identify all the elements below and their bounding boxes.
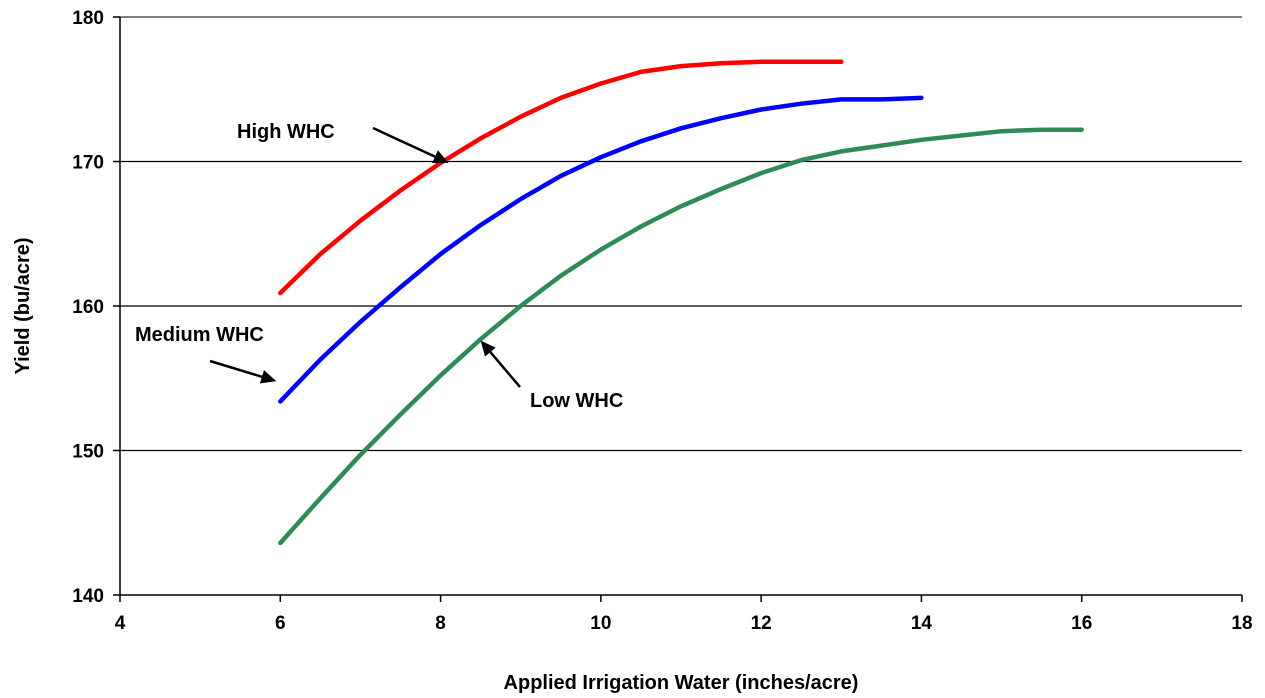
x-tick-label: 18 (1231, 613, 1252, 634)
series-line-medium-whc (278, 95, 924, 404)
annotation-arrowhead-low-whc (480, 340, 496, 357)
annotation-medium-whc-label: Medium WHC (135, 324, 264, 346)
y-tick-label: 170 (72, 153, 104, 174)
y-ticks: 140 150 160 170 180 (72, 8, 120, 607)
x-tick-label: 14 (911, 613, 933, 634)
series-lines (278, 59, 1084, 546)
annotation-high-whc-label: High WHC (237, 121, 335, 143)
x-axis-title: Applied Irrigation Water (inches/acre) (504, 672, 859, 694)
y-tick-label: 150 (72, 442, 104, 463)
x-tick-label: 8 (435, 613, 446, 634)
x-tick-label: 12 (751, 613, 772, 634)
series-line-low-whc (278, 127, 1084, 546)
x-tick-label: 4 (115, 613, 126, 634)
annotation-arrow-low-whc (489, 351, 521, 388)
annotations: High WHC Medium WHC Low WHC (135, 121, 623, 412)
x-tick-label: 16 (1071, 613, 1092, 634)
x-tick-label: 6 (275, 613, 286, 634)
gridlines (120, 160, 1242, 452)
annotation-arrow-high-whc (372, 126, 436, 158)
y-tick-label: 160 (72, 297, 104, 318)
x-tick-label: 10 (590, 613, 611, 634)
series-line-high-whc (278, 59, 844, 296)
annotation-arrow-medium-whc (209, 359, 263, 378)
y-axis-title: Yield (bu/acre) (12, 237, 34, 374)
x-ticks: 4 6 8 10 12 14 16 18 (115, 595, 1253, 634)
annotation-low-whc-label: Low WHC (530, 390, 623, 412)
annotation-arrowhead-medium-whc (259, 370, 277, 384)
annotation-arrowhead-high-whc (432, 150, 449, 164)
y-tick-label: 180 (72, 8, 104, 29)
y-tick-label: 140 (72, 586, 104, 607)
